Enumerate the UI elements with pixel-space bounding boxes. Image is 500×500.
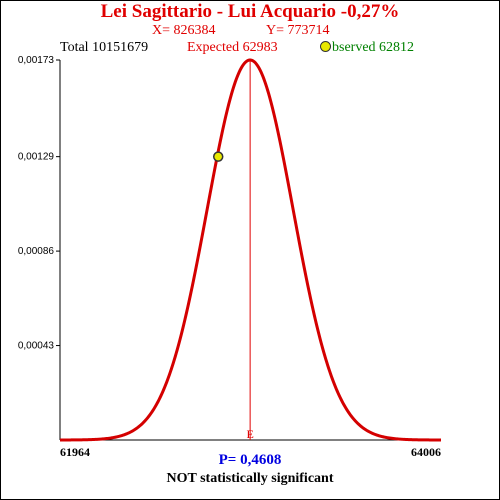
x-value: X= 826384 (152, 23, 216, 38)
chart-title: Lei Sagittario - Lui Acquario -0,27% (100, 1, 400, 22)
y-ticks: 0,00173 0,00129 0,00086 0,00043 (18, 55, 60, 352)
x-tick-max: 64006 (411, 445, 441, 459)
expected-label: E (246, 427, 253, 441)
observed-point (212, 151, 224, 162)
p-value: P= 0,4608 (218, 452, 282, 468)
expected-value: Expected 62983 (187, 40, 278, 55)
y-tick-label: 0,00043 (18, 341, 55, 352)
significance-verdict: NOT statistically significant (166, 471, 334, 486)
total-value: Total 10151679 (60, 40, 149, 55)
observed-value: bserved 62812 (332, 40, 415, 55)
y-value: Y= 773714 (266, 23, 330, 38)
y-tick-label: 0,00129 (18, 152, 55, 163)
y-tick-label: 0,00173 (18, 55, 55, 66)
observed-legend: bserved 62812 (320, 40, 414, 56)
y-tick-label: 0,00086 (18, 246, 55, 257)
observed-marker-icon (320, 41, 331, 52)
x-tick-min: 61964 (60, 445, 90, 459)
